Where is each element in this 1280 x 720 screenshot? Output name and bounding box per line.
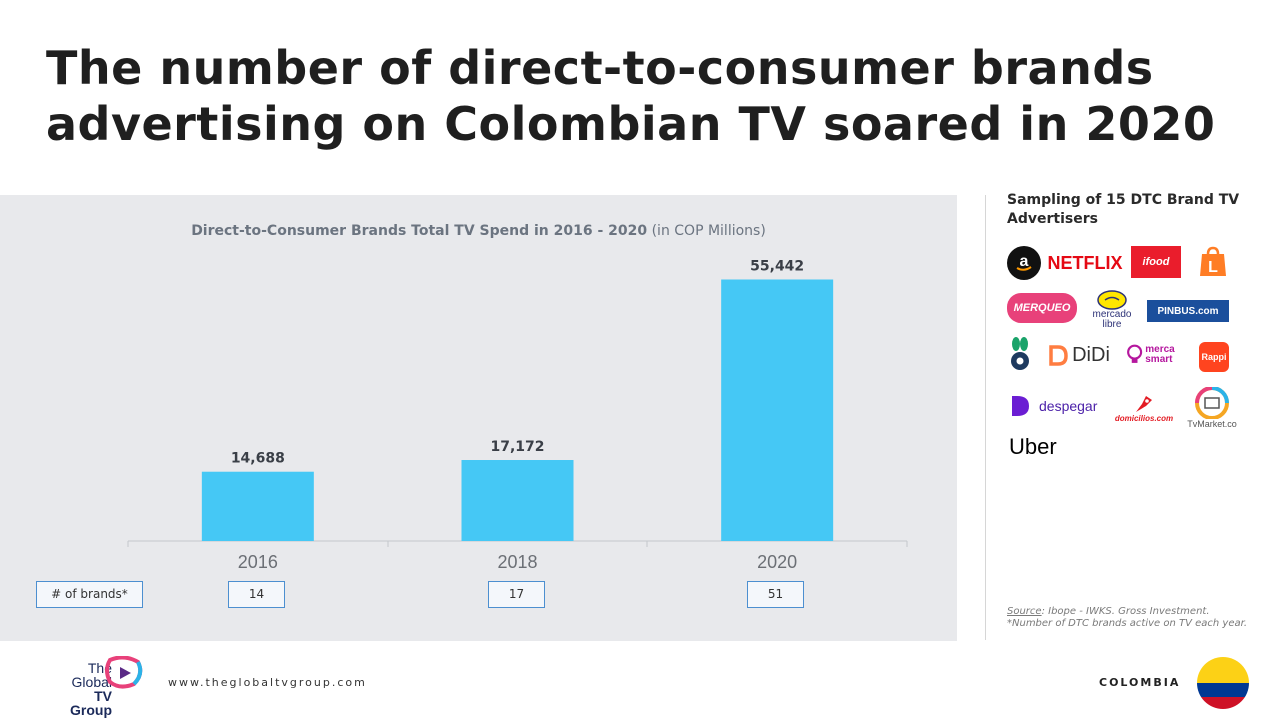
website-url: www.theglobaltvgroup.com — [168, 676, 367, 689]
bar-chart: 14,688 2016 17,172 2018 55,442 2020 — [127, 258, 908, 572]
bar-2016 — [201, 471, 314, 541]
country-label: COLOMBIA — [1099, 676, 1181, 689]
colombia-flag-icon — [1197, 657, 1249, 709]
frubana-logo — [1007, 336, 1033, 372]
chart-title-unit: (in COP Millions) — [651, 223, 766, 239]
mercadolibre-text: mercado libre — [1092, 309, 1132, 330]
lightbulb-icon — [1127, 344, 1143, 363]
despegar-text: despegar — [1039, 398, 1098, 414]
brand-count-2020: 51 — [747, 581, 804, 608]
didi-text: DiDi — [1072, 343, 1110, 366]
svg-text:a: a — [1020, 253, 1029, 270]
footnote: *Number of DTC brands active on TV each … — [1007, 618, 1247, 629]
tick-label-2020: 2020 — [757, 552, 797, 572]
mercasmart-text: merca smart — [1145, 344, 1175, 365]
pinbus-logo: PINBUS.com — [1147, 300, 1229, 322]
amazon-logo: a — [1007, 246, 1041, 280]
brands-row-label: # of brands* — [36, 581, 143, 608]
mercadolibre-logo: mercado libre — [1086, 288, 1138, 332]
chart-panel: Direct-to-Consumer Brands Total TV Spend… — [0, 195, 957, 641]
data-label-2018: 17,172 — [490, 439, 544, 455]
source-label: Source — [1007, 606, 1042, 617]
brand-count-2016: 14 — [228, 581, 285, 608]
ifood-logo: ifood — [1131, 246, 1181, 278]
page-title: The number of direct-to-consumer brands … — [46, 41, 1216, 151]
amazon-icon: a — [1016, 253, 1032, 271]
sidebar-divider — [985, 195, 986, 640]
play-logo-icon — [105, 656, 143, 689]
merqueo-logo: MERQUEO — [1007, 293, 1077, 323]
source-note: Source: Ibope - IWKS. Gross Investment. … — [1007, 606, 1267, 630]
didi-icon — [1049, 345, 1068, 366]
brand-count-2018: 17 — [488, 581, 545, 608]
leaf-icon — [1011, 337, 1029, 370]
chart-title: Direct-to-Consumer Brands Total TV Spend… — [0, 223, 957, 239]
netflix-logo: NETFLIX — [1047, 252, 1123, 273]
shopping-bag-icon: L — [1200, 246, 1226, 276]
tick-label-2018: 2018 — [497, 552, 537, 572]
sidebar-title: Sampling of 15 DTC Brand TV Advertisers — [1007, 192, 1240, 227]
domicilios-text: domicilios.com — [1114, 413, 1174, 423]
tvmarket-text: TvMarket.co — [1187, 419, 1237, 429]
company-logo-line3: TV Group — [70, 688, 112, 718]
data-label-2020: 55,442 — [750, 258, 804, 274]
despegar-logo: despegar — [1009, 392, 1115, 420]
handshake-icon — [1097, 290, 1127, 310]
svg-text:L: L — [1208, 259, 1218, 276]
company-logo-line2: Global — [71, 674, 112, 690]
didi-logo: DiDi — [1043, 341, 1115, 369]
uber-logo: Uber — [1009, 434, 1057, 459]
shopping-cart-icon — [1195, 387, 1229, 419]
bar-2018 — [461, 460, 574, 541]
despegar-icon — [1012, 396, 1029, 416]
domicilios-logo: domicilios.com — [1110, 390, 1178, 426]
rappi-logo: Rappi — [1199, 342, 1229, 372]
mercasmart-logo: merca smart — [1126, 338, 1188, 372]
chart-title-main: Direct-to-Consumer Brands Total TV Spend… — [191, 223, 648, 239]
data-label-2016: 14,688 — [231, 451, 285, 467]
tvmarket-logo: TvMarket.co — [1184, 384, 1240, 432]
l-brand-logo: L — [1197, 246, 1229, 278]
rocket-icon — [1136, 395, 1152, 412]
tick-label-2016: 2016 — [238, 552, 278, 572]
source-text: : Ibope - IWKS. Gross Investment. — [1041, 606, 1210, 617]
bar-2020 — [721, 279, 834, 541]
